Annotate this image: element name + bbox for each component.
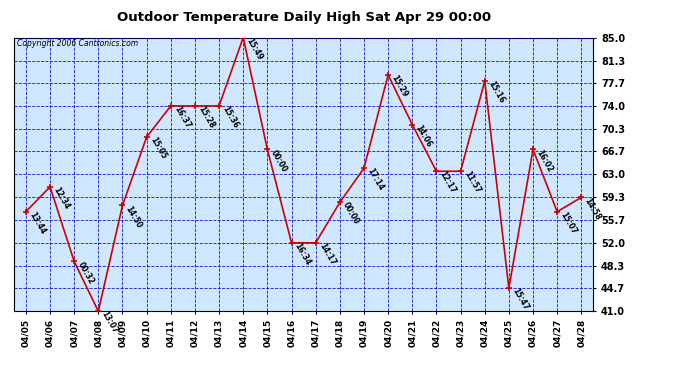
Text: 00:00: 00:00 — [342, 201, 361, 226]
Text: 14:06: 14:06 — [414, 123, 433, 148]
Text: 15:28: 15:28 — [197, 105, 216, 130]
Text: 14:58: 14:58 — [583, 196, 602, 221]
Text: 13:07: 13:07 — [100, 310, 119, 335]
Text: 00:32: 00:32 — [76, 260, 95, 285]
Text: 16:02: 16:02 — [535, 148, 554, 174]
Text: 15:05: 15:05 — [148, 136, 168, 161]
Text: Outdoor Temperature Daily High Sat Apr 29 00:00: Outdoor Temperature Daily High Sat Apr 2… — [117, 11, 491, 24]
Text: 15:47: 15:47 — [511, 287, 530, 312]
Text: 00:00: 00:00 — [269, 148, 288, 174]
Text: 16:34: 16:34 — [293, 242, 313, 267]
Text: 12:17: 12:17 — [438, 170, 457, 195]
Text: 15:29: 15:29 — [390, 74, 409, 99]
Text: 12:34: 12:34 — [52, 185, 71, 211]
Text: 17:14: 17:14 — [366, 167, 385, 192]
Text: 14:17: 14:17 — [317, 242, 337, 267]
Text: 16:37: 16:37 — [172, 105, 192, 130]
Text: 15:49: 15:49 — [245, 36, 264, 62]
Text: 15:36: 15:36 — [221, 105, 240, 130]
Text: 13:44: 13:44 — [28, 210, 47, 236]
Text: 15:07: 15:07 — [559, 210, 578, 236]
Text: 14:50: 14:50 — [124, 204, 144, 230]
Text: 11:57: 11:57 — [462, 170, 482, 195]
Text: 15:16: 15:16 — [486, 80, 506, 105]
Text: Copyright 2006 Cantronics.com: Copyright 2006 Cantronics.com — [17, 39, 138, 48]
